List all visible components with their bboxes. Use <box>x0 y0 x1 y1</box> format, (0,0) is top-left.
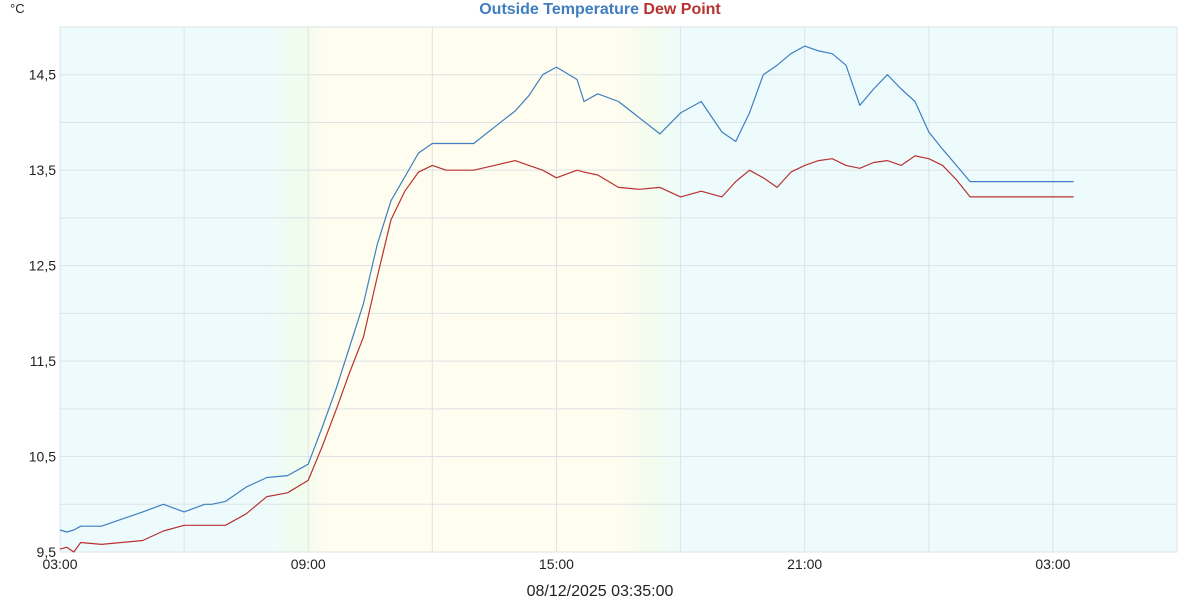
y-tick-label: 12,5 <box>29 258 56 274</box>
y-tick-label: 10,5 <box>29 449 56 465</box>
y-axis-unit: °C <box>10 1 25 16</box>
x-tick-label: 15:00 <box>539 556 574 572</box>
chart-title: Outside Temperature Dew Point <box>0 0 1200 20</box>
x-axis: 03:00 09:00 15:00 21:00 03:00 <box>42 556 1070 572</box>
y-tick-label: 11,5 <box>30 353 56 369</box>
x-tick-label: 21:00 <box>787 556 822 572</box>
plot-border <box>59 26 1178 553</box>
grid <box>59 26 1178 553</box>
y-tick-label: 9,5 <box>37 544 57 560</box>
series-line-outside-temperature <box>59 45 1074 533</box>
legend-outside-temperature: Outside Temperature <box>479 1 639 18</box>
x-tick-label: 03:00 <box>42 556 77 572</box>
y-tick-label: 13,5 <box>29 162 56 178</box>
plot-background <box>60 27 1177 552</box>
x-tick-label: 09:00 <box>291 556 326 572</box>
y-axis: 9,5 10,5 11,5 12,5 13,5 14,5 <box>29 67 56 560</box>
x-tick-label: 03:00 <box>1035 556 1070 572</box>
series-lines <box>59 45 1074 553</box>
legend-dew-point: Dew Point <box>643 1 721 18</box>
series-line-dew-point <box>59 155 1074 553</box>
y-tick-label: 14,5 <box>29 67 56 83</box>
timestamp-label: 08/12/2025 03:35:00 <box>526 583 674 600</box>
